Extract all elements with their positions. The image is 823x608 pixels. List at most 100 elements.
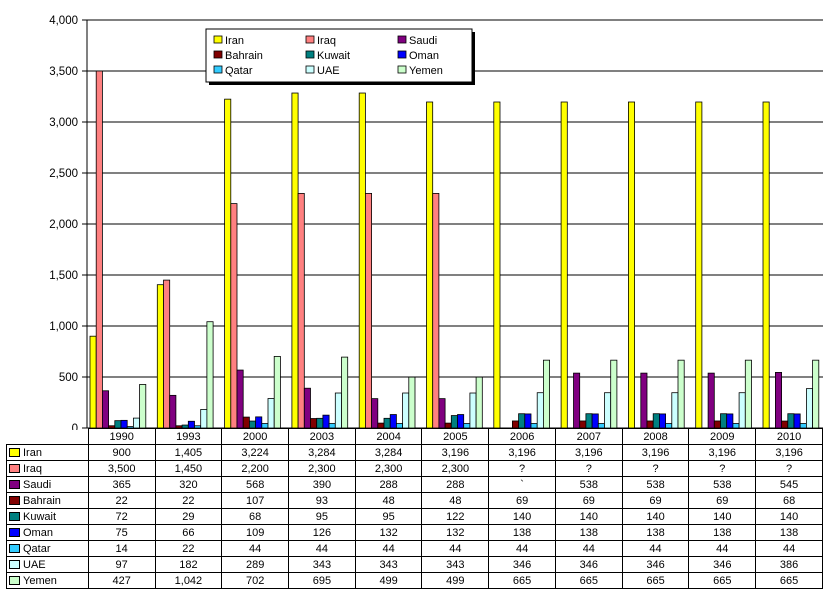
table-cell: 320 bbox=[154, 476, 223, 493]
table-swatch-iran bbox=[9, 448, 20, 458]
table-cell: 66 bbox=[154, 524, 223, 541]
bar-saudi-2005 bbox=[438, 398, 446, 429]
table-row: Oman 75 66 109 126 132 132 138 138 138 138 138 bbox=[6, 524, 823, 541]
table-cell: 538 bbox=[621, 476, 690, 493]
table-cell: 1,405 bbox=[154, 444, 223, 461]
legend-label-qatar: Qatar bbox=[225, 65, 253, 77]
table-row-label: Yemen bbox=[6, 572, 89, 589]
table-cell: 665 bbox=[755, 572, 823, 589]
table-cell: 427 bbox=[87, 572, 156, 589]
table-cell: 138 bbox=[488, 524, 556, 541]
bar-yemen-2004 bbox=[408, 376, 416, 429]
bar-iraq-2004 bbox=[364, 192, 372, 429]
bar-yemen-2010 bbox=[812, 359, 820, 429]
bar-saudi-2003 bbox=[303, 387, 311, 429]
bar-oman-2005 bbox=[457, 414, 465, 429]
bar-oman-2003 bbox=[322, 414, 330, 429]
table-cell: 343 bbox=[354, 556, 423, 573]
bar-kuwait-2007 bbox=[585, 413, 593, 429]
table-swatch-saudi bbox=[9, 480, 20, 490]
bar-saudi-2009 bbox=[707, 372, 715, 429]
bar-bahrain-2003 bbox=[310, 418, 318, 429]
bar-yemen-1990 bbox=[139, 384, 147, 429]
table-cell: 97 bbox=[87, 556, 156, 573]
table-cell: 29 bbox=[154, 508, 223, 525]
bar-iran-2007 bbox=[560, 101, 568, 429]
table-year-header: 2009 bbox=[688, 428, 757, 445]
table-series-name: Oman bbox=[23, 526, 53, 539]
table-corner bbox=[7, 429, 89, 445]
legend-swatch-oman bbox=[397, 50, 407, 59]
bar-uae-2000 bbox=[267, 398, 275, 429]
table-cell: 3,196 bbox=[755, 444, 823, 461]
table-cell: 44 bbox=[621, 540, 690, 557]
table-cell: 499 bbox=[421, 572, 490, 589]
legend-swatch-iraq bbox=[305, 35, 315, 44]
table-cell: 132 bbox=[421, 524, 490, 541]
bar-yemen-2000 bbox=[273, 355, 281, 429]
table-row: Saudi 365 320 568 390 288 288 ` 538 538 538 545 bbox=[6, 476, 823, 493]
bar-yemen-2006 bbox=[543, 359, 551, 429]
table-cell: 14 bbox=[87, 540, 156, 557]
table-cell: 44 bbox=[421, 540, 490, 557]
bar-oman-1990 bbox=[120, 419, 128, 429]
table-swatch-qatar bbox=[9, 544, 20, 554]
y-tick-label: 1,000 bbox=[49, 321, 78, 333]
table-row: Yemen 427 1,042 702 695 499 499 665 665 665 665 665 bbox=[6, 572, 823, 589]
table-cell: 107 bbox=[221, 492, 290, 509]
table-cell: 138 bbox=[621, 524, 690, 541]
table-cell: 2,200 bbox=[221, 460, 290, 477]
legend-swatch-bahrain bbox=[213, 50, 223, 59]
bar-yemen-1993 bbox=[206, 321, 214, 429]
bar-iran-2004 bbox=[358, 92, 366, 429]
table-cell: 44 bbox=[755, 540, 823, 557]
y-tick-label: 3,000 bbox=[49, 117, 78, 129]
table-cell: 343 bbox=[421, 556, 490, 573]
table-series-name: Kuwait bbox=[23, 510, 57, 523]
bar-iraq-2003 bbox=[297, 192, 305, 429]
bar-yemen-2003 bbox=[341, 356, 349, 429]
table-cell: 2,300 bbox=[288, 460, 356, 477]
y-tick-label: 4,000 bbox=[49, 15, 78, 27]
table-cell: ? bbox=[488, 460, 556, 477]
legend: Iran Iraq Saudi Bahrain Kuwait Oman Qatar UAE Ye… bbox=[205, 28, 475, 85]
y-axis: 0 500 1,000 1,500 2,000 2,500 3,000 3,500 4,000 bbox=[49, 15, 88, 430]
bar-iran-2010 bbox=[762, 101, 770, 429]
bar-oman-2000 bbox=[255, 416, 263, 429]
table-series-name: Bahrain bbox=[23, 494, 61, 507]
table-row-label: Iraq bbox=[6, 460, 89, 477]
table-year-header: 2004 bbox=[354, 428, 423, 445]
table-cell: 538 bbox=[688, 476, 757, 493]
table-cell: 3,196 bbox=[421, 444, 490, 461]
table-cell: 75 bbox=[87, 524, 156, 541]
bar-bahrain-2008 bbox=[646, 420, 654, 429]
bar-uae-2007 bbox=[604, 392, 612, 429]
table-series-name: UAE bbox=[23, 558, 46, 571]
bar-chart: 05001,0001,5002,0002,5003,0003,5004,000 … bbox=[49, 15, 823, 430]
bar-yemen-2005 bbox=[475, 376, 483, 429]
table-cell: 22 bbox=[87, 492, 156, 509]
bar-oman-2010 bbox=[793, 413, 801, 429]
table-cell: 44 bbox=[488, 540, 556, 557]
legend-swatch-yemen bbox=[397, 65, 407, 74]
table-cell: 44 bbox=[354, 540, 423, 557]
y-tick-label: 2,000 bbox=[49, 219, 78, 231]
table-cell: 346 bbox=[554, 556, 623, 573]
table-cell: 69 bbox=[488, 492, 556, 509]
table-cell: 44 bbox=[288, 540, 356, 557]
table-cell: 69 bbox=[688, 492, 757, 509]
y-tick-label: 500 bbox=[59, 372, 78, 384]
bar-bahrain-2006 bbox=[512, 420, 520, 429]
bar-yemen-2009 bbox=[744, 359, 752, 429]
table-cell: 346 bbox=[688, 556, 757, 573]
bar-uae-2006 bbox=[536, 392, 544, 429]
legend-label-iraq: Iraq bbox=[317, 35, 336, 47]
bar-uae-2009 bbox=[738, 392, 746, 429]
bar-kuwait-2004 bbox=[383, 417, 391, 429]
bar-oman-2007 bbox=[591, 413, 599, 429]
legend-label-uae: UAE bbox=[317, 65, 340, 77]
table-cell: 3,500 bbox=[87, 460, 156, 477]
table-cell: 138 bbox=[755, 524, 823, 541]
bar-kuwait-2005 bbox=[450, 415, 458, 429]
bar-kuwait-2006 bbox=[518, 413, 526, 429]
